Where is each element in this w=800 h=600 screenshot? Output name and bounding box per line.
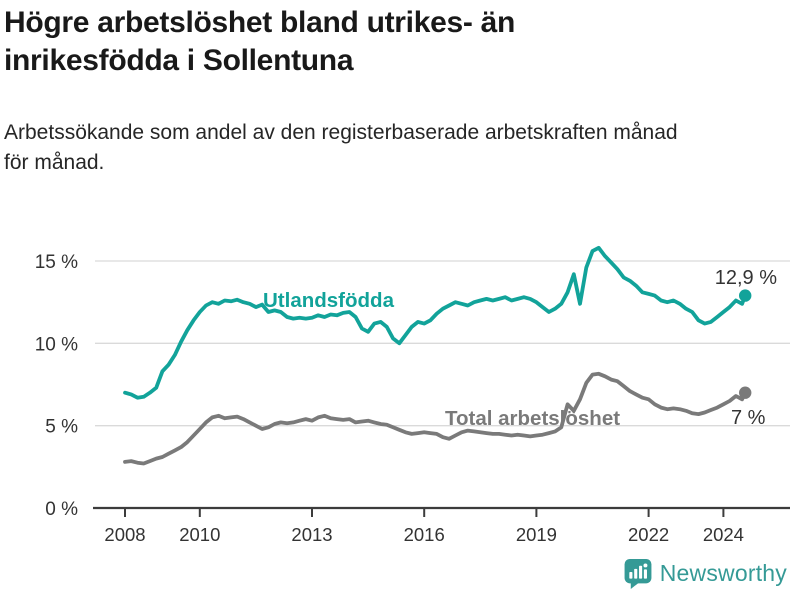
newsworthy-bubble-chart-icon	[624, 559, 652, 589]
y-tick-label-5: 5 %	[45, 417, 78, 438]
y-tick-label-15: 15 %	[35, 252, 78, 273]
x-tick-label-2016: 2016	[404, 524, 445, 545]
end-value-label-total-arbetsloshet: 7 %	[731, 407, 766, 429]
y-tick-label-0: 0 %	[45, 499, 78, 520]
newsworthy-wordmark: Newsworthy	[659, 560, 787, 586]
series-label-utlandsfodda: Utlandsfödda	[263, 289, 395, 312]
x-tick-label-2024: 2024	[703, 524, 744, 545]
series-label-total-arbetsloshet: Total arbetslöshet	[445, 407, 620, 430]
series-line-total-arbetsloshet	[123, 371, 748, 466]
x-tick-label-2010: 2010	[179, 524, 220, 545]
x-tick-label-2019: 2019	[516, 524, 557, 545]
series-line-utlandsfodda	[123, 245, 748, 400]
chart-subtitle: Arbetssökande som andel av den registerb…	[4, 121, 678, 174]
y-tick-label-10: 10 %	[35, 334, 78, 355]
newsworthy-logo[interactable]: Newsworthy	[623, 558, 787, 589]
series-end-dot-utlandsfodda	[739, 289, 752, 302]
end-value-label-utlandsfodda: 12,9 %	[715, 267, 777, 289]
x-tick-label-2022: 2022	[628, 524, 669, 545]
x-tick-label-2008: 2008	[104, 524, 145, 545]
x-tick-label-2013: 2013	[291, 524, 332, 545]
series-end-dot-total-arbetsloshet	[739, 386, 752, 399]
chart-title: Högre arbetslöshet bland utrikes- än inr…	[4, 6, 515, 77]
